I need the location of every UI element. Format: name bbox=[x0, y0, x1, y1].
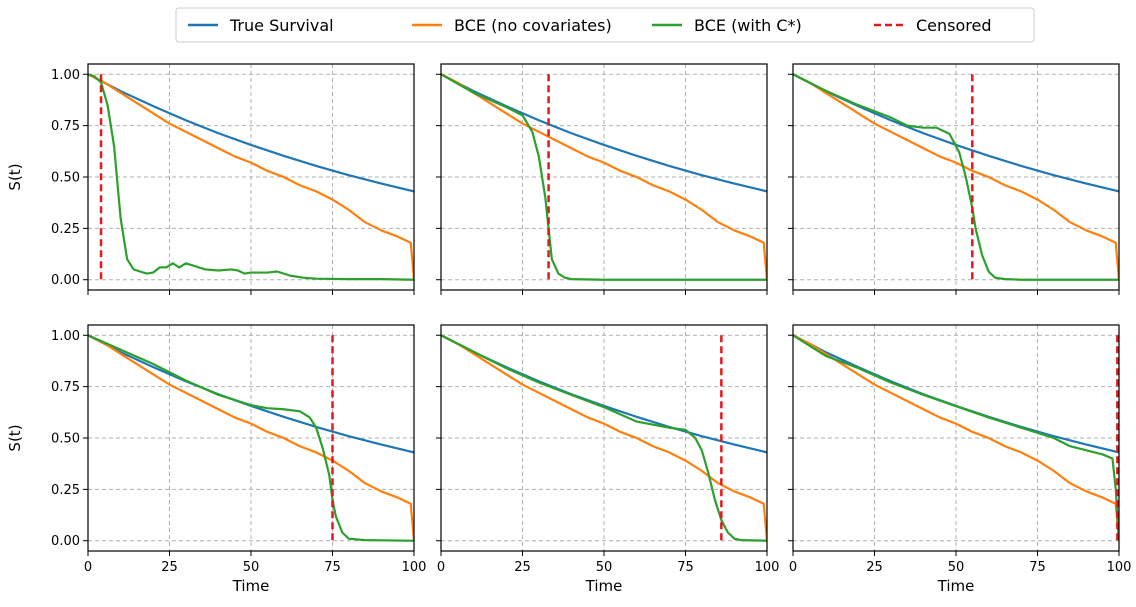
panel-5: 0 25 50 75 100 Time bbox=[436, 324, 780, 595]
xtick-label-2: 50 bbox=[243, 560, 260, 575]
series-bce-with-c bbox=[793, 334, 1119, 541]
xtick-label-3: 75 bbox=[324, 560, 341, 575]
x-axis-label: Time bbox=[937, 577, 975, 595]
legend-label-2: BCE (with C*) bbox=[694, 16, 802, 35]
series-true-survival bbox=[441, 334, 767, 454]
series-bce-no-covariates bbox=[88, 334, 414, 541]
ytick-label-2: 0.50 bbox=[51, 171, 80, 186]
panel-4: 0 25 50 75 100 0.00 0.25 0.50 0.75 1.00 Time S(t) bbox=[6, 324, 427, 595]
ytick-label-1: 0.25 bbox=[51, 483, 80, 498]
xtick-label-2: 50 bbox=[596, 560, 613, 575]
series-bce-with-c bbox=[441, 334, 767, 542]
series-bce-with-c bbox=[793, 73, 1119, 281]
xtick-label-2: 50 bbox=[948, 560, 965, 575]
series-true-survival bbox=[793, 73, 1119, 193]
plot-area bbox=[793, 334, 1119, 541]
series-true-survival bbox=[88, 73, 414, 193]
plot-area bbox=[441, 73, 767, 281]
xtick-label-1: 25 bbox=[514, 560, 531, 575]
y-axis-label: S(t) bbox=[6, 163, 24, 190]
ytick-label-3: 0.75 bbox=[51, 119, 80, 134]
series-bce-no-covariates bbox=[441, 73, 767, 280]
ytick-label-4: 1.00 bbox=[51, 329, 80, 344]
series-bce-no-covariates bbox=[88, 73, 414, 280]
plot-area bbox=[441, 334, 767, 542]
legend: True Survival BCE (no covariates) BCE (wit… bbox=[175, 7, 1035, 43]
xtick-label-0: 0 bbox=[84, 560, 92, 575]
xtick-label-1: 25 bbox=[866, 560, 883, 575]
xtick-label-0: 0 bbox=[789, 560, 797, 575]
x-axis-label: Time bbox=[232, 577, 270, 595]
legend-label-3: Censored bbox=[916, 16, 992, 35]
ytick-label-4: 1.00 bbox=[51, 68, 80, 83]
series-true-survival bbox=[793, 334, 1119, 454]
xtick-label-3: 75 bbox=[677, 560, 694, 575]
panel-3 bbox=[788, 63, 1120, 295]
panel-1: 0.00 0.25 0.50 0.75 1.00 S(t) bbox=[6, 63, 415, 295]
ytick-label-0: 0.00 bbox=[51, 534, 80, 549]
panel-2 bbox=[436, 63, 768, 295]
ytick-label-3: 0.75 bbox=[51, 380, 80, 395]
series-bce-with-c bbox=[88, 334, 414, 542]
xtick-label-4: 100 bbox=[755, 560, 780, 575]
x-axis-label: Time bbox=[585, 577, 623, 595]
ytick-label-2: 0.50 bbox=[51, 432, 80, 447]
plot-area bbox=[88, 73, 414, 281]
xtick-label-0: 0 bbox=[437, 560, 445, 575]
series-true-survival bbox=[441, 73, 767, 193]
series-bce-no-covariates bbox=[793, 334, 1119, 541]
series-true-survival bbox=[88, 334, 414, 454]
panels: 0.000.250.500.751.00S(t)0 25 50 75 1000.000.… bbox=[6, 63, 1132, 595]
series-bce-no-covariates bbox=[441, 334, 767, 541]
xtick-label-4: 100 bbox=[402, 560, 427, 575]
ytick-label-1: 0.25 bbox=[51, 222, 80, 237]
xtick-label-1: 25 bbox=[161, 560, 178, 575]
legend-label-1: BCE (no covariates) bbox=[454, 16, 612, 35]
xtick-label-4: 100 bbox=[1107, 560, 1132, 575]
xtick-label-3: 75 bbox=[1029, 560, 1046, 575]
plot-area bbox=[88, 334, 414, 542]
plot-area bbox=[793, 73, 1119, 281]
panel-6: 0 25 50 75 100 Time bbox=[788, 324, 1132, 595]
legend-frame bbox=[175, 7, 1035, 43]
ytick-label-0: 0.00 bbox=[51, 273, 80, 288]
series-bce-with-c bbox=[88, 73, 414, 281]
legend-label-0: True Survival bbox=[229, 16, 334, 35]
series-bce-with-c bbox=[441, 73, 767, 281]
y-axis-label: S(t) bbox=[6, 424, 24, 451]
